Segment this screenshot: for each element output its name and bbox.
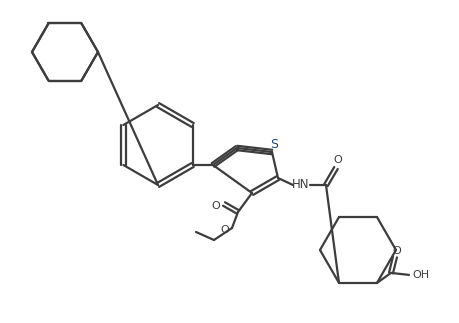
Text: O: O [211, 201, 220, 211]
Text: S: S [269, 139, 277, 151]
Text: O: O [333, 155, 341, 165]
Text: OH: OH [412, 270, 429, 280]
Text: HN: HN [291, 179, 309, 192]
Text: O: O [220, 225, 229, 235]
Text: O: O [392, 246, 401, 256]
